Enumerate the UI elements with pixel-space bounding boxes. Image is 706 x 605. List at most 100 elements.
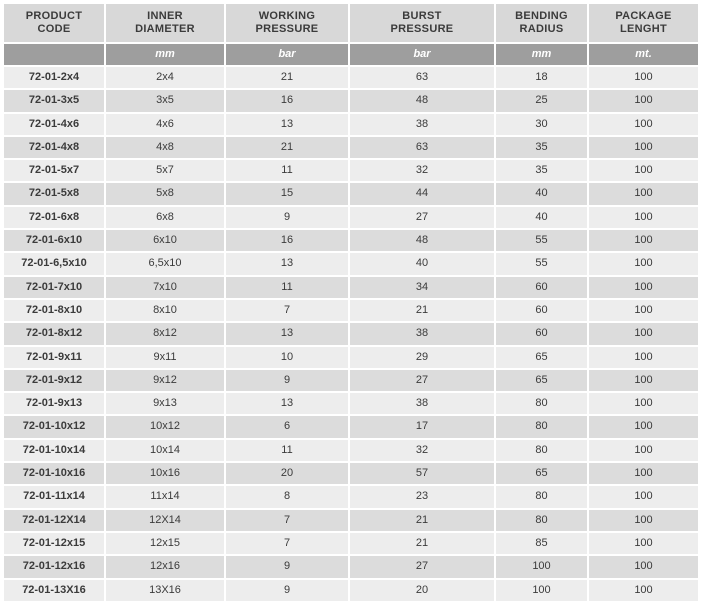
value-cell: 7 [226,532,348,555]
value-cell: 12x16 [106,556,224,578]
table-row: 72-01-9x12 9x12 9 27 65 100 [4,369,698,392]
value-cell: 100 [589,556,698,578]
column-header-bending-radius: BENDING RADIUS [496,4,587,42]
column-header-inner-diameter: INNER DIAMETER [106,4,224,42]
product-code-cell: 72-01-6x10 [4,230,104,252]
unit-cell-bending-radius: mm [496,44,587,65]
value-cell: 100 [589,113,698,135]
product-code-cell: 72-01-10x16 [4,463,104,485]
value-cell: 40 [350,253,494,275]
value-cell: 10x14 [106,439,224,462]
value-cell: 6,5x10 [106,253,224,275]
table-row: 72-01-10x16 10x16 20 57 65 100 [4,463,698,485]
product-code-cell: 72-01-13X16 [4,579,104,601]
value-cell: 65 [496,369,587,392]
value-cell: 8x10 [106,299,224,322]
value-cell: 16 [226,230,348,252]
value-cell: 100 [589,206,698,229]
value-cell: 21 [350,509,494,531]
value-cell: 6x8 [106,206,224,229]
value-cell: 13 [226,113,348,135]
product-code-cell: 72-01-12x16 [4,556,104,578]
table-row: 72-01-2x4 2x4 21 63 18 100 [4,67,698,89]
product-code-cell: 72-01-3x5 [4,90,104,112]
value-cell: 9x11 [106,346,224,368]
value-cell: 20 [350,579,494,601]
value-cell: 57 [350,463,494,485]
table-row: 72-01-6x10 6x10 16 48 55 100 [4,230,698,252]
value-cell: 4x8 [106,136,224,159]
value-cell: 9x12 [106,369,224,392]
value-cell: 38 [350,113,494,135]
value-cell: 44 [350,183,494,205]
table-row: 72-01-5x7 5x7 11 32 35 100 [4,160,698,182]
product-code-cell: 72-01-2x4 [4,67,104,89]
table-row: 72-01-10x12 10x12 6 17 80 100 [4,416,698,438]
value-cell: 48 [350,90,494,112]
value-cell: 100 [589,579,698,601]
header-line: WORKING [258,10,316,22]
value-cell: 55 [496,230,587,252]
product-code-cell: 72-01-11x14 [4,486,104,508]
value-cell: 100 [589,393,698,415]
product-code-cell: 72-01-4x6 [4,113,104,135]
value-cell: 4x6 [106,113,224,135]
value-cell: 5x7 [106,160,224,182]
value-cell: 80 [496,416,587,438]
value-cell: 100 [589,67,698,89]
header-line: PRODUCT [25,10,83,22]
value-cell: 40 [496,206,587,229]
value-cell: 27 [350,206,494,229]
value-cell: 32 [350,439,494,462]
value-cell: 18 [496,67,587,89]
value-cell: 55 [496,253,587,275]
unit-cell-package-lenght: mt. [589,44,698,65]
table-row: 72-01-13X16 13X16 9 20 100 100 [4,579,698,601]
value-cell: 13 [226,323,348,345]
table-row: 72-01-7x10 7x10 11 34 60 100 [4,276,698,298]
value-cell: 35 [496,160,587,182]
value-cell: 100 [589,90,698,112]
header-line: DIAMETER [135,23,195,35]
value-cell: 100 [496,556,587,578]
unit-cell-inner-diameter: mm [106,44,224,65]
value-cell: 12x15 [106,532,224,555]
table-row: 72-01-10x14 10x14 11 32 80 100 [4,439,698,462]
product-code-cell: 72-01-9x11 [4,346,104,368]
value-cell: 40 [496,183,587,205]
header-line: CODE [37,23,71,35]
value-cell: 20 [226,463,348,485]
unit-cell-burst-pressure: bar [350,44,494,65]
value-cell: 65 [496,463,587,485]
value-cell: 10x16 [106,463,224,485]
value-cell: 16 [226,90,348,112]
value-cell: 8x12 [106,323,224,345]
value-cell: 100 [589,486,698,508]
table-row: 72-01-8x12 8x12 13 38 60 100 [4,323,698,345]
table-row: 72-01-8x10 8x10 7 21 60 100 [4,299,698,322]
value-cell: 100 [589,346,698,368]
value-cell: 9x13 [106,393,224,415]
header-line: BENDING [515,10,568,22]
header-line: LENGHT [619,23,668,35]
value-cell: 100 [589,439,698,462]
table-body: 72-01-2x4 2x4 21 63 18 100 72-01-3x5 3x5 16 48 25 1… [4,67,698,601]
value-cell: 3x5 [106,90,224,112]
value-cell: 21 [350,532,494,555]
value-cell: 63 [350,136,494,159]
value-cell: 2x4 [106,67,224,89]
value-cell: 63 [350,67,494,89]
value-cell: 27 [350,556,494,578]
value-cell: 65 [496,346,587,368]
value-cell: 100 [589,299,698,322]
units-row: mm bar bar mm mt. [4,44,698,65]
unit-cell-product-code [4,44,104,65]
value-cell: 9 [226,579,348,601]
value-cell: 34 [350,276,494,298]
value-cell: 5x8 [106,183,224,205]
value-cell: 7 [226,509,348,531]
value-cell: 6 [226,416,348,438]
value-cell: 12X14 [106,509,224,531]
value-cell: 100 [589,183,698,205]
